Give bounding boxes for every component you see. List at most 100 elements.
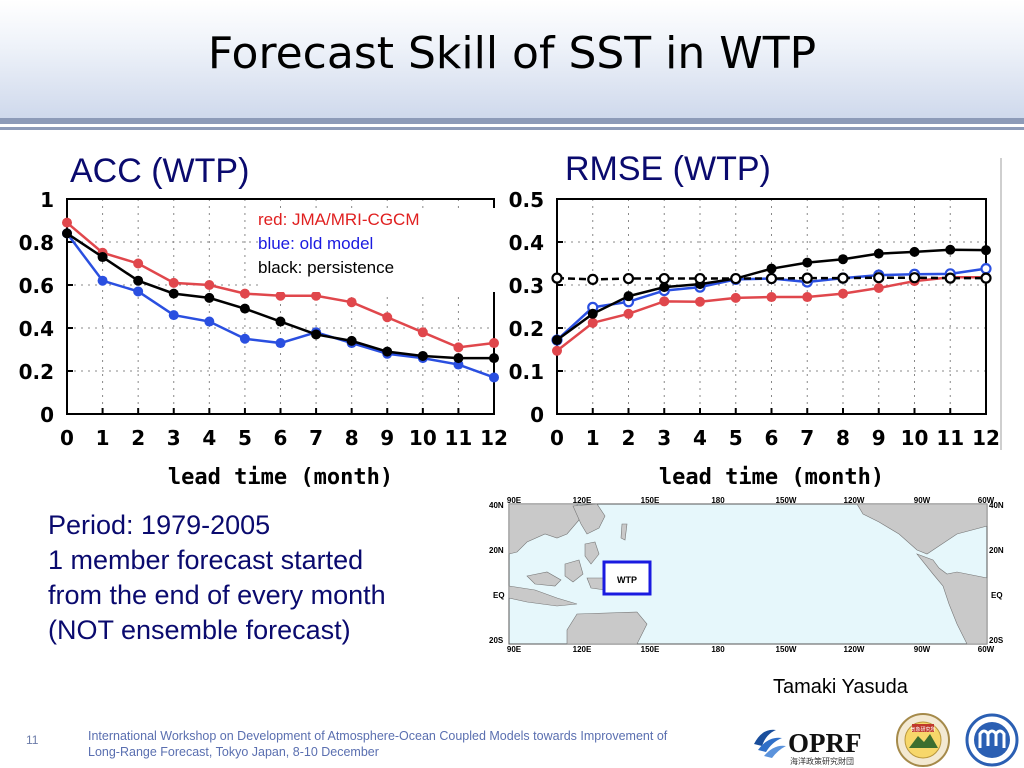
acc-x-tick-label: 7 bbox=[309, 426, 323, 450]
rmse-data-point-black bbox=[552, 335, 562, 346]
rmse-data-point-black bbox=[837, 272, 849, 284]
title-rule bbox=[0, 118, 1024, 124]
acc-data-point-blue bbox=[204, 316, 215, 327]
info-line-start: from the end of every month bbox=[48, 580, 386, 610]
wtp-region-box bbox=[602, 560, 652, 596]
rmse-data-point-black bbox=[766, 263, 777, 274]
lat-label: 20S bbox=[489, 636, 504, 645]
rmse-x-tick-label: 6 bbox=[765, 426, 779, 450]
rmse-data-point-black bbox=[838, 254, 848, 265]
acc-data-point-blue bbox=[133, 286, 144, 297]
rmse-chart-label: RMSE (WTP) bbox=[565, 150, 771, 188]
author-name: Tamaki Yasuda bbox=[773, 676, 908, 698]
rmse-x-tick-label: 8 bbox=[836, 426, 850, 450]
rmse-x-tick-label: 0 bbox=[550, 426, 564, 450]
mri-seal-icon: 気象研究所 bbox=[896, 713, 950, 767]
rmse-data-point-black bbox=[622, 272, 635, 285]
lon-label: 90E bbox=[507, 496, 522, 505]
rmse-data-point-black bbox=[587, 273, 599, 286]
rmse-data-point-black bbox=[765, 272, 778, 285]
rmse-x-tick-label: 9 bbox=[872, 426, 886, 450]
acc-data-point-red bbox=[133, 258, 144, 269]
logos: OPRF 海洋政策研究財団 気象研究所 bbox=[754, 713, 1019, 767]
acc-y-tick-label: 0 bbox=[40, 403, 54, 427]
acc-y-tick-label: 1 bbox=[40, 188, 54, 212]
lat-label: 40N bbox=[489, 501, 504, 510]
rmse-x-tick-label: 10 bbox=[901, 426, 929, 450]
acc-data-point-red bbox=[489, 338, 499, 349]
acc-data-point-red bbox=[168, 277, 179, 288]
lon-label: 90W bbox=[914, 645, 931, 654]
info-text: Period: 1979-2005 1 member forecast star… bbox=[48, 508, 386, 648]
acc-data-point-black bbox=[97, 252, 108, 263]
rmse-data-point-red bbox=[802, 292, 813, 303]
rmse-data-point-black bbox=[873, 248, 884, 259]
lon-label: 120E bbox=[573, 645, 592, 654]
info-line-period: Period: 1979-2005 bbox=[48, 510, 271, 540]
acc-x-tick-label: 8 bbox=[345, 426, 359, 450]
rmse-x-tick-label: 11 bbox=[936, 426, 964, 450]
info-line-member: 1 member forecast started bbox=[48, 545, 364, 575]
acc-data-point-blue bbox=[168, 310, 179, 321]
acc-data-point-black bbox=[453, 353, 464, 364]
lon-label: 150W bbox=[776, 645, 797, 654]
acc-x-tick-label: 4 bbox=[202, 426, 216, 450]
acc-data-point-black bbox=[239, 303, 250, 314]
acc-data-point-red bbox=[62, 217, 72, 228]
oprf-logo-subtext: 海洋政策研究財団 bbox=[790, 756, 854, 766]
rmse-data-point-red bbox=[838, 288, 848, 299]
acc-data-point-black bbox=[62, 228, 72, 239]
acc-y-tick-label: 0.4 bbox=[19, 317, 54, 341]
lat-label: 20N bbox=[989, 546, 1004, 555]
footer-line: International Workshop on Development of… bbox=[88, 729, 668, 743]
rmse-x-tick-label: 5 bbox=[729, 426, 743, 450]
rmse-y-tick-label: 0.2 bbox=[509, 317, 544, 341]
acc-data-point-red bbox=[275, 290, 286, 301]
info-line-ensemble: (NOT ensemble forecast) bbox=[48, 615, 351, 645]
rmse-x-tick-label: 4 bbox=[693, 426, 707, 450]
rmse-data-point-black bbox=[587, 308, 598, 319]
footer-line: Long-Range Forecast, Tokyo Japan, 8-10 D… bbox=[88, 745, 379, 759]
rmse-data-point-black bbox=[981, 245, 991, 256]
legend-red: red: JMA/MRI-CGCM bbox=[258, 210, 420, 229]
lon-label: 120W bbox=[844, 496, 865, 505]
acc-data-point-blue bbox=[489, 372, 499, 383]
lon-label: 90E bbox=[507, 645, 522, 654]
lat-label: 20S bbox=[989, 636, 1004, 645]
rmse-data-point-red bbox=[766, 292, 777, 303]
acc-x-tick-label: 12 bbox=[480, 426, 508, 450]
lon-label: 120E bbox=[573, 496, 592, 505]
acc-data-point-blue bbox=[239, 333, 250, 344]
rmse-x-tick-label: 1 bbox=[586, 426, 600, 450]
rmse-data-point-black bbox=[909, 246, 920, 257]
rmse-data-point-red bbox=[552, 345, 562, 356]
rmse-data-point-black bbox=[801, 272, 813, 284]
rmse-y-tick-label: 0 bbox=[530, 403, 544, 427]
rmse-x-tick-label: 3 bbox=[657, 426, 671, 450]
acc-data-point-black bbox=[133, 275, 144, 286]
slide-title: Forecast Skill of SST in WTP bbox=[207, 28, 817, 79]
rmse-data-point-blue bbox=[980, 263, 992, 275]
rmse-data-point-black bbox=[659, 282, 670, 293]
rmse-data-point-red bbox=[587, 317, 598, 328]
legend: red: JMA/MRI-CGCM blue: old model black:… bbox=[258, 208, 496, 292]
rmse-data-point-black bbox=[694, 272, 706, 285]
acc-y-tick-label: 0.2 bbox=[19, 360, 54, 384]
rmse-data-point-black bbox=[658, 272, 670, 285]
acc-data-point-black bbox=[204, 292, 215, 303]
rmse-data-point-black bbox=[551, 272, 563, 284]
acc-x-tick-label: 3 bbox=[167, 426, 181, 450]
rmse-y-tick-label: 0.1 bbox=[509, 360, 544, 384]
lat-label: 20N bbox=[489, 546, 504, 555]
rmse-x-tick-label: 7 bbox=[800, 426, 814, 450]
mri-seal-text: 気象研究所 bbox=[910, 726, 935, 733]
wtp-region-label: WTP bbox=[617, 575, 637, 585]
footer-text: International Workshop on Development of… bbox=[88, 728, 753, 760]
legend-blue: blue: old model bbox=[258, 234, 374, 253]
lat-label: 40N bbox=[989, 501, 1004, 510]
acc-data-point-black bbox=[382, 346, 393, 357]
acc-data-point-red bbox=[453, 342, 464, 353]
rmse-data-point-red bbox=[695, 296, 705, 307]
